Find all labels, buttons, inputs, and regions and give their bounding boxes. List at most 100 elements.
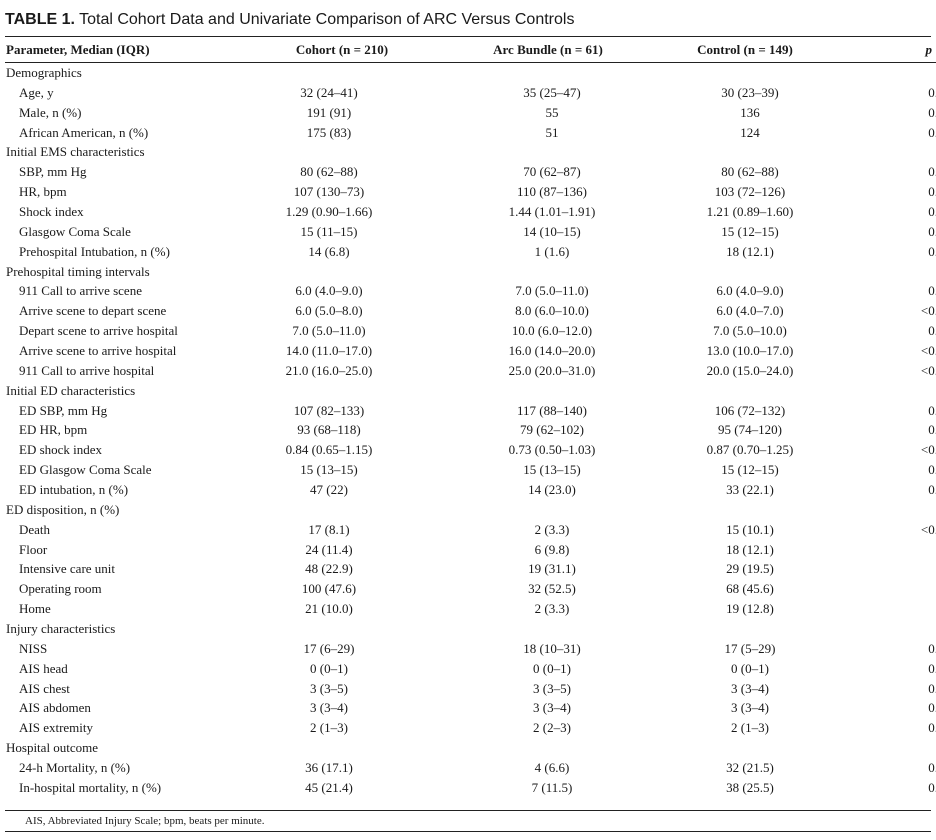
table-row: ED SBP, mm Hg 107 (82–133) 117 (88–140) 106… <box>5 401 936 421</box>
cell-parameter: Arrive scene to arrive hospital <box>19 342 177 358</box>
section-row: Injury characteristics <box>5 619 936 639</box>
cell-cohort: 15 (13–15) <box>300 462 358 478</box>
cell-control: 68 (45.6) <box>726 581 774 597</box>
section-label: Injury characteristics <box>6 620 116 636</box>
section-label: ED disposition, n (%) <box>6 501 120 517</box>
cell-p-value: 0.99 <box>928 660 936 676</box>
cell-control: 106 (72–132) <box>714 402 786 418</box>
cell-cohort: 32 (24–41) <box>300 84 358 100</box>
table-row: NISS 17 (6–29) 18 (10–31) 17 (5–29) 0.13 <box>5 639 936 659</box>
cell-cohort: 0 (0–1) <box>310 660 348 676</box>
cell-control: 18 (12.1) <box>726 541 774 557</box>
table-row: Intensive care unit 48 (22.9) 19 (31.1) 29 … <box>5 559 936 579</box>
cell-parameter: Operating room <box>19 581 102 597</box>
table-row: Floor 24 (11.4) 6 (9.8) 18 (12.1) <box>5 540 936 560</box>
cell-p-value: 0.04 <box>928 243 936 259</box>
cell-control: 3 (3–4) <box>731 680 769 696</box>
cell-cohort: 3 (3–4) <box>310 700 348 716</box>
cell-p-value: 0.95 <box>928 124 936 140</box>
cell-control: 95 (74–120) <box>718 422 782 438</box>
cell-cohort: 93 (68–118) <box>297 422 361 438</box>
table-row: Arrive scene to arrive hospital 14.0 (11.… <box>5 341 936 361</box>
section-label: Initial EMS characteristics <box>6 144 145 160</box>
cell-arc-bundle: 0.73 (0.50–1.03) <box>508 442 596 458</box>
cell-arc-bundle: 25.0 (20.0–31.0) <box>508 362 596 378</box>
cell-parameter: NISS <box>19 640 48 656</box>
cell-cohort: 175 (83) <box>306 124 352 140</box>
section-label: Hospital outcome <box>6 740 99 756</box>
cell-cohort: 2 (1–3) <box>310 720 348 736</box>
table-footnote: AIS, Abbreviated Injury Scale; bpm, beat… <box>5 810 931 832</box>
cell-parameter: Intensive care unit <box>19 561 116 577</box>
cell-p-value <box>824 540 936 560</box>
cell-control: 1.21 (0.89–1.60) <box>706 203 794 219</box>
cell-p-value: 0.18 <box>928 720 936 736</box>
section-label: Initial ED characteristics <box>6 382 136 398</box>
table-row: 911 Call to arrive hospital 21.0 (16.0–25… <box>5 361 936 381</box>
cell-arc-bundle: 7 (11.5) <box>531 779 573 795</box>
cell-p-value: 0.13 <box>928 640 936 656</box>
cell-parameter: AIS chest <box>19 680 70 696</box>
table-body: Demographics Age, y 32 (24–41) 35 (25–47) 30… <box>5 63 936 798</box>
cell-p-value: <0.01 <box>920 362 936 378</box>
cell-control: 0.87 (0.70–1.25) <box>706 442 794 458</box>
cell-parameter: ED HR, bpm <box>19 422 88 438</box>
section-row: Initial ED characteristics <box>5 381 936 401</box>
cell-cohort: 14.0 (11.0–17.0) <box>285 342 373 358</box>
cell-parameter: In-hospital mortality, n (%) <box>19 779 162 795</box>
section-label: Demographics <box>6 64 82 80</box>
table-row: 911 Call to arrive scene 6.0 (4.0–9.0) 7.0… <box>5 281 936 301</box>
cell-parameter: ED shock index <box>19 442 103 458</box>
cell-control: 6.0 (4.0–7.0) <box>716 303 784 319</box>
cell-arc-bundle: 14 (10–15) <box>523 223 581 239</box>
cell-cohort: 17 (6–29) <box>303 640 355 656</box>
cell-cohort: 191 (91) <box>306 104 352 120</box>
section-row: Hospital outcome <box>5 738 936 758</box>
cell-arc-bundle: 0 (0–1) <box>533 660 571 676</box>
cell-parameter: Glasgow Coma Scale <box>19 223 131 239</box>
cell-p-value <box>824 599 936 619</box>
cell-parameter: 24-h Mortality, n (%) <box>19 760 131 775</box>
cell-control: 136 <box>740 104 760 120</box>
cell-cohort: 1.29 (0.90–1.66) <box>285 203 373 219</box>
cell-p-value: 0.80 <box>928 104 936 120</box>
cell-arc-bundle: 7.0 (5.0–11.0) <box>515 283 589 299</box>
cell-arc-bundle: 2 (3.3) <box>534 521 570 537</box>
cell-arc-bundle: 32 (52.5) <box>528 581 576 597</box>
table-row: SBP, mm Hg 80 (62–88) 70 (62–87) 80 (62–88)… <box>5 162 936 182</box>
table-row: ED shock index 0.84 (0.65–1.15) 0.73 (0.50… <box>5 440 936 460</box>
cell-arc-bundle: 35 (25–47) <box>523 84 581 100</box>
cell-cohort: 0.84 (0.65–1.15) <box>285 442 373 458</box>
cell-arc-bundle: 2 (3.3) <box>534 601 570 617</box>
cell-parameter: AIS extremity <box>19 720 94 736</box>
table-row: AIS chest 3 (3–5) 3 (3–5) 3 (3–4) 0.29 <box>5 679 936 699</box>
cell-parameter: Age, y <box>19 84 54 100</box>
cell-arc-bundle: 3 (3–4) <box>533 700 571 716</box>
cell-control: 3 (3–4) <box>731 700 769 716</box>
cell-parameter: AIS head <box>19 660 68 676</box>
table-row: AIS abdomen 3 (3–4) 3 (3–4) 3 (3–4) 0.51 <box>5 699 936 719</box>
cell-arc-bundle: 18 (10–31) <box>523 640 581 656</box>
cell-parameter: ED SBP, mm Hg <box>19 402 108 418</box>
cell-control: 103 (72–126) <box>714 184 786 200</box>
cell-cohort: 100 (47.6) <box>301 581 357 597</box>
table-header: Parameter, Median (IQR) Cohort (n = 210)… <box>5 38 936 63</box>
cell-arc-bundle: 6 (9.8) <box>534 541 570 557</box>
cell-control: 7.0 (5.0–10.0) <box>713 323 787 339</box>
cell-control: 38 (25.5) <box>726 779 774 795</box>
cell-p-value: 0.01 <box>928 223 936 239</box>
cell-control: 17 (5–29) <box>724 640 776 656</box>
cell-control: 80 (62–88) <box>721 164 779 180</box>
cell-arc-bundle: 79 (62–102) <box>520 422 584 438</box>
cell-p-value: 0.01 <box>928 323 936 339</box>
cell-parameter: SBP, mm Hg <box>19 164 87 180</box>
cell-parameter: African American, n (%) <box>19 124 149 140</box>
cell-cohort: 21 (10.0) <box>305 601 353 617</box>
cell-arc-bundle: 10.0 (6.0–12.0) <box>511 323 593 339</box>
table-row: ED Glasgow Coma Scale 15 (13–15) 15 (13–15… <box>5 460 936 480</box>
data-table: Parameter, Median (IQR) Cohort (n = 210)… <box>5 38 936 798</box>
cell-arc-bundle: 51 <box>545 124 559 140</box>
cell-control: 30 (23–39) <box>721 84 779 100</box>
cell-parameter: 911 Call to arrive scene <box>19 283 142 299</box>
table-row: Age, y 32 (24–41) 35 (25–47) 30 (23–39) 0.05 <box>5 83 936 103</box>
